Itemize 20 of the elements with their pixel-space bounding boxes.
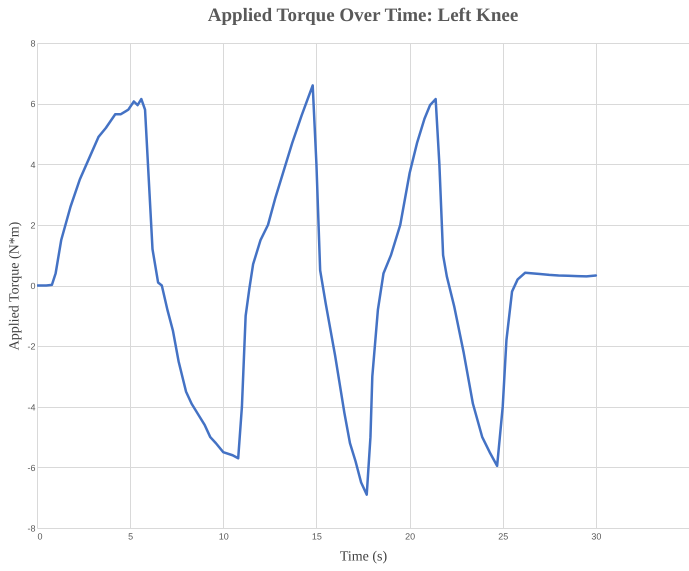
- x-axis-title: Time (s): [340, 550, 388, 564]
- x-tick-label: 20: [405, 532, 416, 542]
- y-tick-label: -6: [27, 462, 36, 473]
- x-tick-label: 0: [38, 532, 43, 542]
- y-tick-label: -8: [27, 524, 36, 534]
- x-tick-label: 15: [312, 532, 322, 542]
- y-tick-label: -4: [27, 402, 36, 412]
- y-tick-label: 8: [30, 38, 36, 48]
- x-tick-label: 5: [128, 532, 134, 542]
- line-series: [37, 84, 598, 496]
- chart-title: Applied Torque Over Time: Left Knee: [208, 5, 518, 26]
- y-tick-label: -2: [27, 342, 36, 352]
- x-tick-label: 10: [218, 532, 229, 542]
- y-tick-label: 6: [30, 99, 36, 110]
- y-tick-label: 4: [30, 160, 36, 170]
- y-tick-label: 0: [30, 281, 36, 291]
- y-tick-label: 2: [30, 220, 36, 230]
- y-axis-title: Applied Torque (N*m): [8, 221, 22, 350]
- x-tick-label: 30: [591, 532, 602, 542]
- x-tick-label: 25: [498, 532, 508, 542]
